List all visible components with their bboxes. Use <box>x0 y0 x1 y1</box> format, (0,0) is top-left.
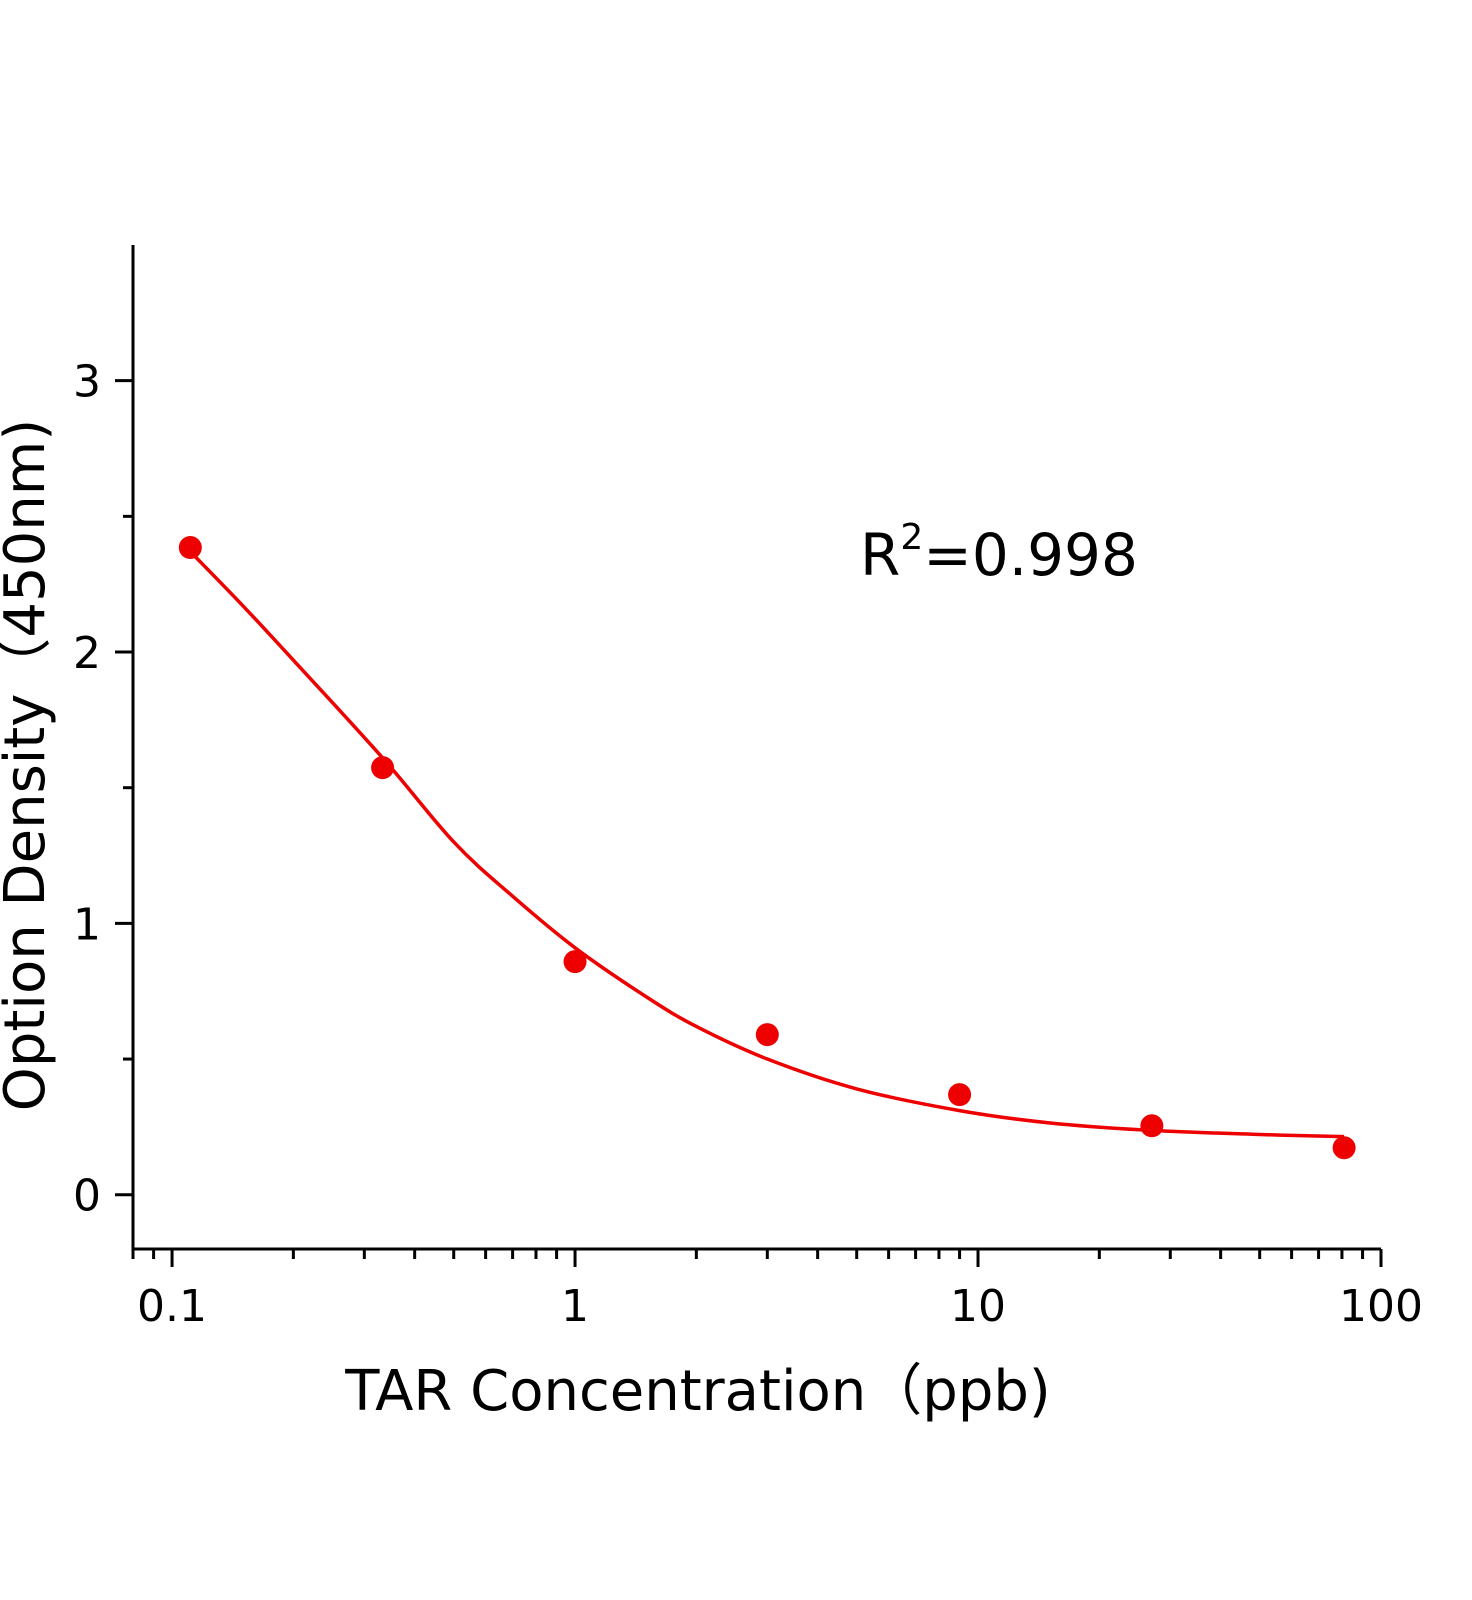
r-value: =0.998 <box>923 521 1138 589</box>
x-tick-label: 10 <box>950 1281 1006 1332</box>
x-tick-label: 0.1 <box>137 1281 207 1332</box>
fit-curve-group <box>189 550 1345 1139</box>
data-point <box>1140 1114 1164 1138</box>
data-point <box>178 536 202 560</box>
r-label: R <box>860 521 900 589</box>
ticks: 0.1 1 10 100 0 1 2 3 <box>73 357 1423 1332</box>
axes <box>131 245 1381 1251</box>
x-axis-title: TAR Concentration（ppb) <box>344 1359 1051 1424</box>
y-tick-label: 0 <box>73 1171 101 1222</box>
r-superscript: 2 <box>900 517 923 558</box>
data-point <box>371 756 395 780</box>
x-tick-label: 100 <box>1339 1281 1423 1332</box>
data-point <box>1332 1136 1356 1160</box>
data-point <box>563 950 587 974</box>
data-points <box>178 536 1356 1160</box>
x-tick-label: 1 <box>561 1281 589 1332</box>
y-tick-label: 3 <box>73 357 101 408</box>
r-squared-annotation: R2=0.998 <box>860 517 1138 589</box>
y-tick-label: 1 <box>73 899 101 950</box>
data-point <box>948 1083 972 1107</box>
y-tick-label: 2 <box>73 628 101 679</box>
fit-curve <box>189 550 1345 1139</box>
data-point <box>755 1023 779 1047</box>
y-axis-title: Option Density（450nm) <box>0 419 58 1111</box>
